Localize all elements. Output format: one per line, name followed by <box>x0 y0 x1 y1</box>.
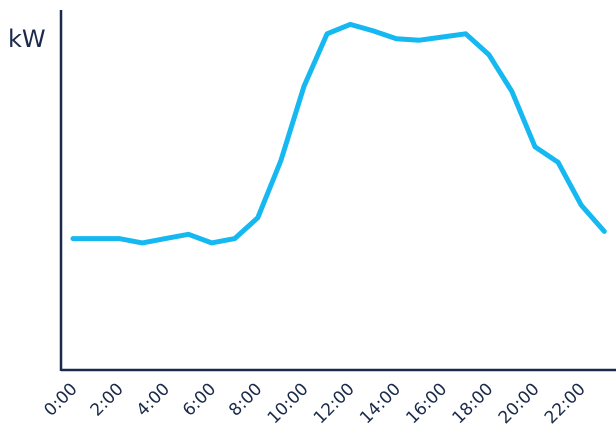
x-tick-label: 4:00 <box>133 379 174 420</box>
series-layer <box>70 21 607 246</box>
x-tick-label: 0:00 <box>40 379 81 420</box>
x-tick-label: 8:00 <box>225 379 266 420</box>
series-line-0 <box>70 21 607 246</box>
x-tick-label: 6:00 <box>179 379 220 420</box>
x-tick-labels: 0:00 2:00 4:00 6:00 8:0010:0012:0014:0016:00… <box>40 379 589 428</box>
y-axis-unit-label: kW <box>8 25 46 53</box>
x-tick-label: 20:00 <box>495 379 544 428</box>
x-tick-label: 2:00 <box>87 379 128 420</box>
x-tick-label: 12:00 <box>310 379 359 428</box>
x-tick-label: 16:00 <box>402 379 451 428</box>
x-tick-label: 14:00 <box>356 379 405 428</box>
x-tick-label: 18:00 <box>449 379 498 428</box>
x-tick-label: 22:00 <box>541 379 590 428</box>
x-tick-label: 10:00 <box>264 379 313 428</box>
